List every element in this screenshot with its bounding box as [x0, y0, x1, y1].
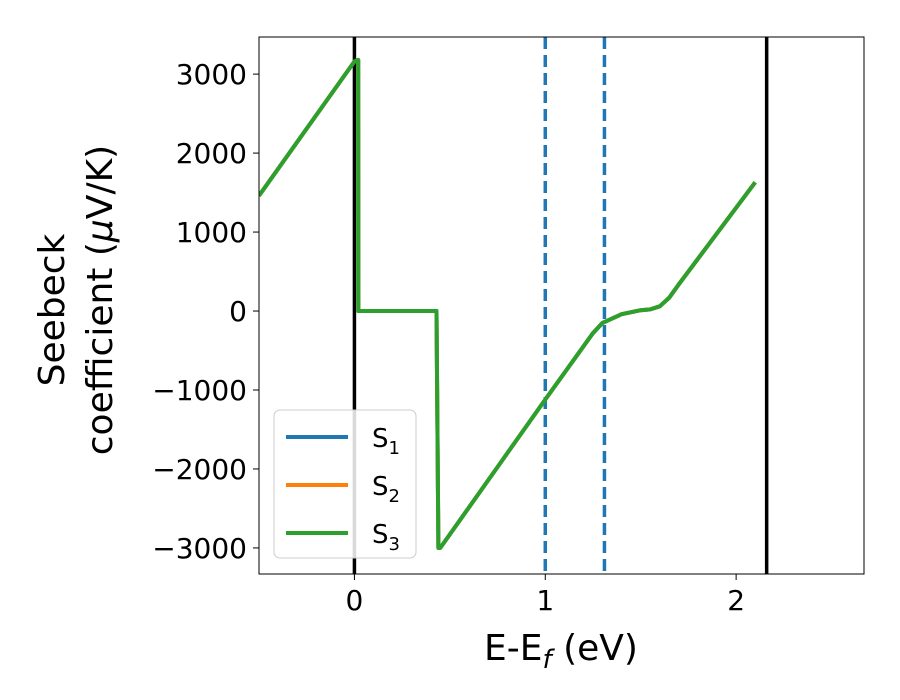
series-group [259, 57, 757, 550]
y-tick-label: 1000 [176, 216, 247, 249]
x-tick-label: 1 [536, 584, 554, 617]
x-axis-ticks: 0 1 2 [346, 574, 745, 617]
y-tick-label: 3000 [176, 58, 247, 91]
y-tick-label: −3000 [152, 532, 247, 565]
x-tick-label: 0 [346, 584, 364, 617]
plot-frame [258, 36, 865, 575]
legend-label-s3: S3 [372, 520, 400, 555]
legend-label-s1: S1 [372, 424, 400, 459]
x-axis-label: E-Ef (eV) [484, 628, 638, 675]
legend: S1 S2 S3 [273, 409, 417, 559]
legend-label-s2: S2 [372, 472, 400, 507]
x-tick-label: 2 [727, 584, 745, 617]
series-line-s3 [259, 57, 757, 550]
y-tick-label: −2000 [152, 453, 247, 486]
y-axis-label: Seebeck coefficient (μV/K) [32, 145, 121, 455]
y-tick-label: 2000 [176, 137, 247, 170]
y-axis-label-line2: coefficient (μV/K) [80, 145, 121, 455]
y-axis-label-line1: Seebeck [32, 233, 73, 386]
y-axis-ticks: 3000 2000 1000 0 −1000 −2000 −3000 [152, 58, 259, 565]
y-tick-label: 0 [229, 295, 247, 328]
y-tick-label: −1000 [152, 374, 247, 407]
